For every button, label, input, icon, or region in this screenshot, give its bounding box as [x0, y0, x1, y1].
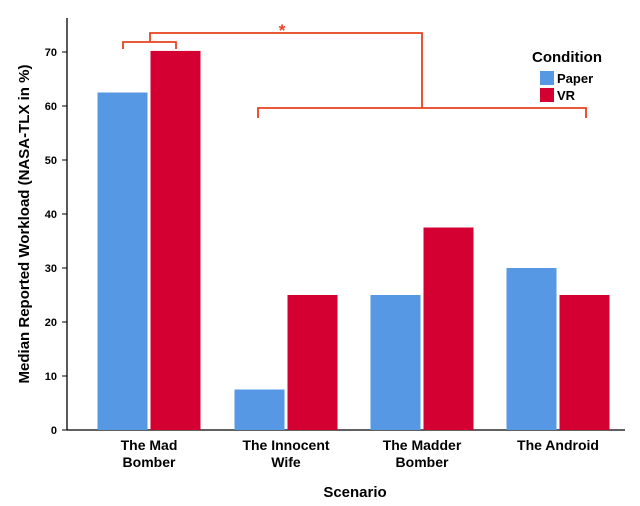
bracket-connector	[149, 32, 423, 108]
x-tick-label: The Innocent Wife	[242, 437, 329, 470]
bar-paper-2	[370, 295, 421, 430]
bracket-mad-bomber	[122, 41, 177, 49]
bracket-other-scenarios	[257, 107, 587, 118]
bar-paper-1	[234, 389, 285, 430]
y-tick-label: 40	[45, 209, 57, 221]
y-tick-label: 0	[51, 425, 57, 437]
legend-swatch-vr	[540, 88, 554, 102]
y-tick-label: 60	[45, 101, 57, 113]
y-axis-title: Median Reported Workload (NASA-TLX in %)	[16, 65, 33, 384]
significance-bracket: *	[122, 21, 587, 118]
bar-paper-3	[506, 268, 557, 430]
bar-vr-3	[559, 295, 610, 430]
x-tick-labels: The Mad Bomber The Innocent Wife The Madder B…	[121, 437, 599, 470]
bar-vr-0	[150, 50, 201, 431]
y-tick-label: 50	[45, 155, 57, 167]
significance-star: *	[279, 21, 286, 40]
bar-paper-0	[97, 92, 148, 430]
y-ticks: 0 10 20 30 40 50 60 70	[45, 47, 67, 437]
legend-swatch-paper	[540, 71, 554, 85]
x-tick-label: The Android	[517, 437, 599, 453]
bar-vr-1	[287, 295, 338, 430]
y-tick-label: 20	[45, 317, 57, 329]
x-tick-label: The Mad Bomber	[121, 437, 178, 470]
legend-label-paper: Paper	[557, 71, 593, 86]
y-tick-label: 70	[45, 47, 57, 59]
x-axis-title: Scenario	[323, 484, 386, 501]
legend-title: Condition	[532, 49, 602, 66]
legend: Condition Paper VR	[532, 49, 602, 103]
x-tick-label: The Madder Bomber	[383, 437, 462, 470]
bars	[97, 50, 610, 431]
y-tick-label: 30	[45, 263, 57, 275]
y-tick-label: 10	[45, 371, 57, 383]
legend-label-vr: VR	[557, 88, 576, 103]
bar-vr-2	[423, 227, 474, 430]
